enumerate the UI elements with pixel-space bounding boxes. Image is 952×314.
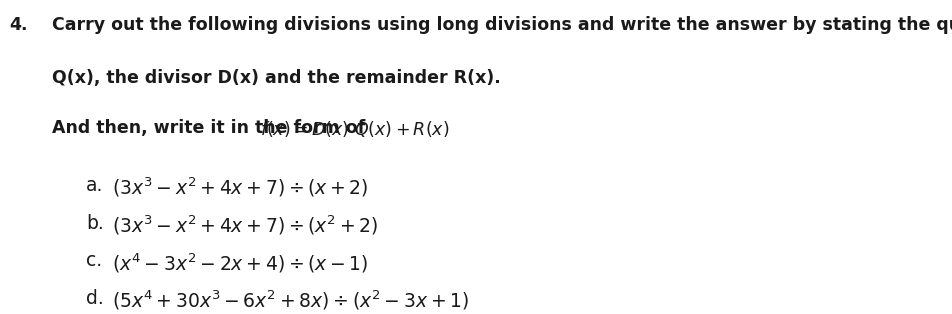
Text: Carry out the following divisions using long divisions and write the answer by s: Carry out the following divisions using … xyxy=(52,16,952,34)
Text: d.: d. xyxy=(86,289,104,308)
Text: b.: b. xyxy=(86,214,104,233)
Text: $(5x^4 + 30x^3 - 6x^2 + 8x) \div (x^2 - 3x + 1)$: $(5x^4 + 30x^3 - 6x^2 + 8x) \div (x^2 - … xyxy=(112,289,469,312)
Text: And then, write it in the form of: And then, write it in the form of xyxy=(52,119,371,137)
Text: a.: a. xyxy=(86,176,103,195)
Text: c.: c. xyxy=(86,251,102,270)
Text: 4.: 4. xyxy=(10,16,28,34)
Text: $(3x^3 - x^2 + 4x + 7) \div (x^2 + 2)$: $(3x^3 - x^2 + 4x + 7) \div (x^2 + 2)$ xyxy=(112,214,378,237)
Text: Q(x), the divisor D(x) and the remainder R(x).: Q(x), the divisor D(x) and the remainder… xyxy=(52,69,501,87)
Text: $(x^4 - 3x^2 - 2x + 4) \div (x - 1)$: $(x^4 - 3x^2 - 2x + 4) \div (x - 1)$ xyxy=(112,251,368,275)
Text: $f(x)$$ = $$D(x)\ Q(x) + R(x)$: $f(x)$$ = $$D(x)\ Q(x) + R(x)$ xyxy=(260,119,449,139)
Text: $(3x^3 - x^2 + 4x + 7) \div (x + 2)$: $(3x^3 - x^2 + 4x + 7) \div (x + 2)$ xyxy=(112,176,368,199)
